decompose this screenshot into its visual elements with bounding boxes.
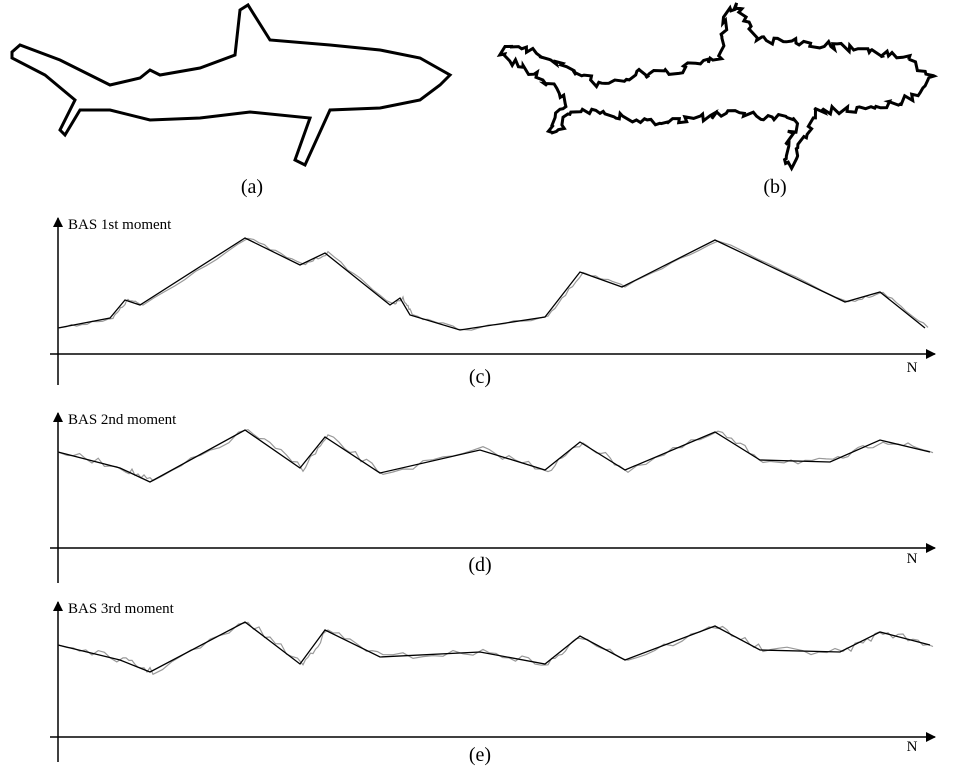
x-axis-title: N — [907, 551, 918, 567]
panel-label: (c) — [469, 366, 491, 388]
panel-label: (e) — [469, 744, 491, 766]
shark-outline — [10, 2, 453, 168]
panel-label: (b) — [763, 176, 786, 198]
reference-curve — [57, 428, 934, 482]
reference-curve — [57, 621, 934, 676]
panel-label: (a) — [241, 176, 263, 198]
curve — [57, 621, 931, 673]
curve — [57, 429, 931, 483]
y-axis-title: BAS 2nd moment — [68, 412, 177, 428]
x-axis-title: N — [907, 739, 918, 755]
curve — [57, 237, 926, 331]
y-axis-title: BAS 3rd moment — [68, 601, 175, 617]
reference-curve — [57, 237, 929, 331]
panel-label: (d) — [468, 554, 491, 576]
x-axis-title: N — [907, 360, 918, 376]
shark-outline-noisy — [496, 2, 939, 172]
y-axis-title: BAS 1st moment — [68, 217, 172, 233]
